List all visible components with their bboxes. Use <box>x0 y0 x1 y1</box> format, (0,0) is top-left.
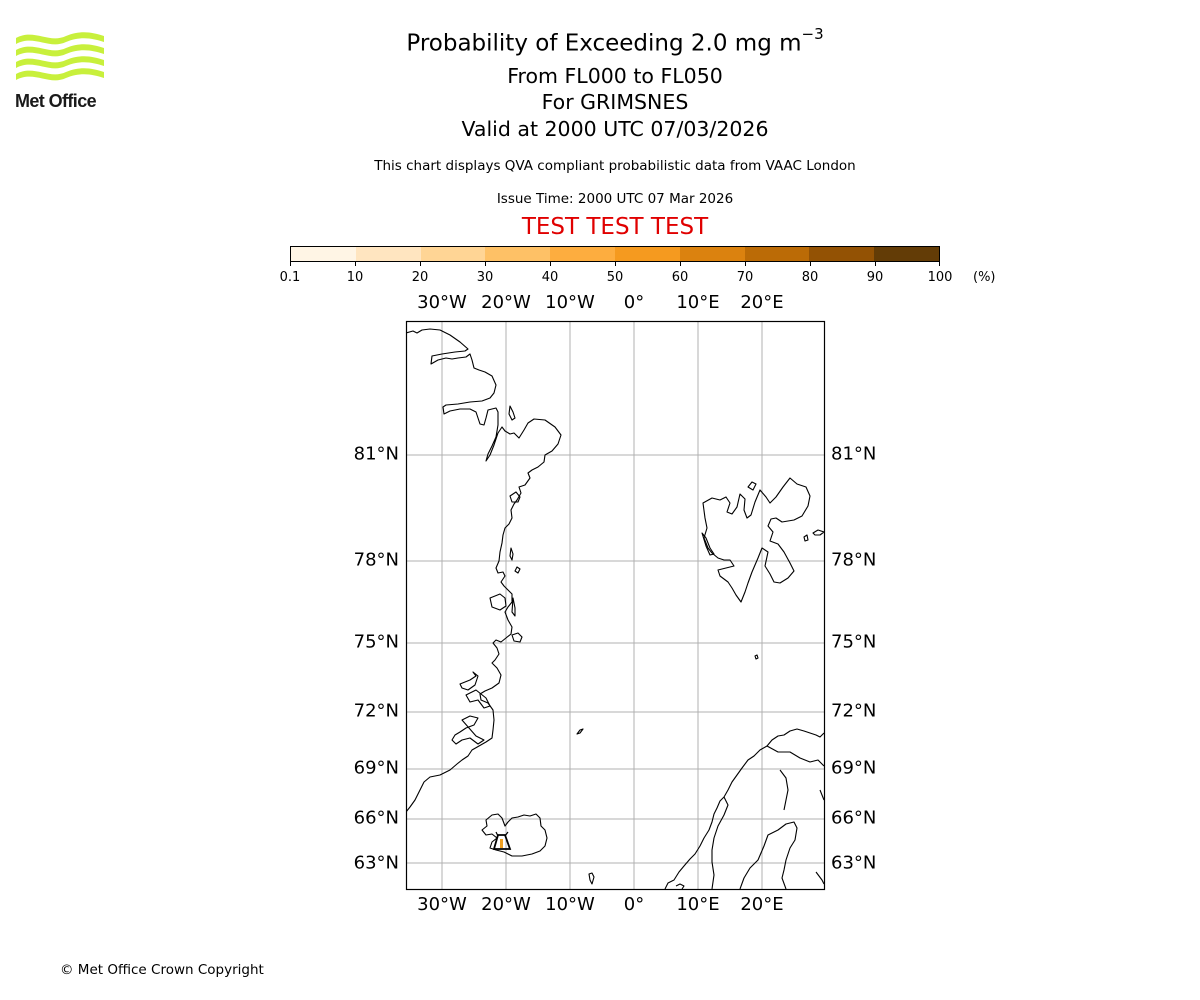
lat-label-right: 72°N <box>831 700 877 722</box>
colorbar-tick-label: 100 <box>927 270 953 285</box>
chart-description: This chart displays QVA compliant probab… <box>374 158 856 174</box>
map-background <box>406 321 824 889</box>
colorbar-segment <box>355 247 421 261</box>
lat-label-right: 69°N <box>831 757 877 779</box>
faroe-coast <box>588 872 595 885</box>
colorbar-tick-label: 10 <box>346 270 364 285</box>
lon-label-bottom: 20°W <box>481 894 531 915</box>
volcano-name: For GRIMSNES <box>541 90 689 114</box>
logo-waves-icon <box>16 32 104 81</box>
colorbar-tick <box>290 262 291 266</box>
lon-label-bottom: 30°W <box>417 894 467 915</box>
colorbar-tick-label: 50 <box>606 270 624 285</box>
lat-label-left: 63°N <box>353 852 399 874</box>
colorbar-tick-label: 80 <box>801 270 819 285</box>
colorbar-tick <box>875 262 876 266</box>
colorbar-tick <box>615 262 616 266</box>
colorbar-segment <box>874 247 939 261</box>
lon-label-bottom: 10°W <box>545 894 595 915</box>
iceland-coast <box>481 813 548 857</box>
colorbar-segment <box>679 247 745 261</box>
logo-wordmark: Met Office <box>15 91 97 111</box>
lon-label-top: 10°W <box>545 292 595 313</box>
colorbar-segment <box>485 247 551 261</box>
jan-mayen-coast <box>576 728 584 735</box>
level-range: From FL000 to FL050 <box>507 64 723 88</box>
norway-coast <box>664 728 824 889</box>
volcano-marker-icon <box>492 831 512 850</box>
colorbar-tick-label: 90 <box>866 270 884 285</box>
colorbar-unit: (%) <box>973 270 996 285</box>
valid-time: Valid at 2000 UTC 07/03/2026 <box>461 117 769 141</box>
copyright-notice: © Met Office Crown Copyright <box>60 962 264 978</box>
greenland-coast <box>406 328 562 813</box>
colorbar-tick <box>745 262 746 266</box>
colorbar-segment <box>291 247 356 261</box>
lat-label-right: 78°N <box>831 549 877 571</box>
lon-label-top: 10°E <box>676 292 720 313</box>
colorbar-tick-label: 60 <box>671 270 689 285</box>
chart-title: Probability of Exceeding 2.0 mg m−3 <box>0 25 1200 57</box>
probability-colorbar <box>290 246 940 262</box>
colorbar-segment <box>744 247 810 261</box>
colorbar-segment <box>614 247 680 261</box>
colorbar-tick <box>810 262 811 266</box>
lat-label-right: 81°N <box>831 443 877 465</box>
colorbar-tick-label: 0.1 <box>279 270 301 285</box>
lon-label-bottom: 20°E <box>740 894 784 915</box>
title-superscript: −3 <box>801 25 824 43</box>
lon-label-top: 20°E <box>740 292 784 313</box>
met-office-logo <box>14 30 106 112</box>
colorbar-segment <box>420 247 486 261</box>
colorbar-tick-label: 40 <box>541 270 559 285</box>
lat-label-right: 75°N <box>831 631 877 653</box>
colorbar-tick <box>485 262 486 266</box>
colorbar-tick <box>939 262 940 266</box>
lat-label-left: 72°N <box>353 700 399 722</box>
lon-label-bottom: 0° <box>623 894 645 915</box>
lat-label-left: 78°N <box>353 549 399 571</box>
map-frame <box>405 320 826 891</box>
lat-label-right: 66°N <box>831 807 877 829</box>
test-banner: TEST TEST TEST <box>521 214 709 240</box>
lat-label-left: 66°N <box>353 807 399 829</box>
lat-label-left: 69°N <box>353 757 399 779</box>
sweden-border <box>711 796 729 889</box>
colorbar-tick-label: 70 <box>736 270 754 285</box>
gulf-of-bothnia <box>739 821 798 889</box>
colorbar-tick-label: 20 <box>411 270 429 285</box>
title-main-text: Probability of Exceeding 2.0 mg m <box>406 30 802 57</box>
colorbar-tick <box>550 262 551 266</box>
colorbar-tick <box>420 262 421 266</box>
colorbar-segment <box>809 247 875 261</box>
colorbar-tick <box>355 262 356 266</box>
colorbar-tick-label: 30 <box>476 270 494 285</box>
lat-label-left: 75°N <box>353 631 399 653</box>
lon-label-top: 0° <box>623 292 645 313</box>
bear-island-coast <box>754 654 759 660</box>
lat-label-left: 81°N <box>353 443 399 465</box>
colorbar-tick <box>680 262 681 266</box>
lon-label-bottom: 10°E <box>676 894 720 915</box>
lon-label-top: 30°W <box>417 292 467 313</box>
svalbard-coast <box>702 477 811 603</box>
finland-border <box>766 745 824 767</box>
issue-time: Issue Time: 2000 UTC 07 Mar 2026 <box>496 191 734 207</box>
lon-label-top: 20°W <box>481 292 531 313</box>
lat-label-right: 63°N <box>831 852 877 874</box>
coastlines <box>406 328 824 889</box>
colorbar-segment <box>550 247 615 261</box>
